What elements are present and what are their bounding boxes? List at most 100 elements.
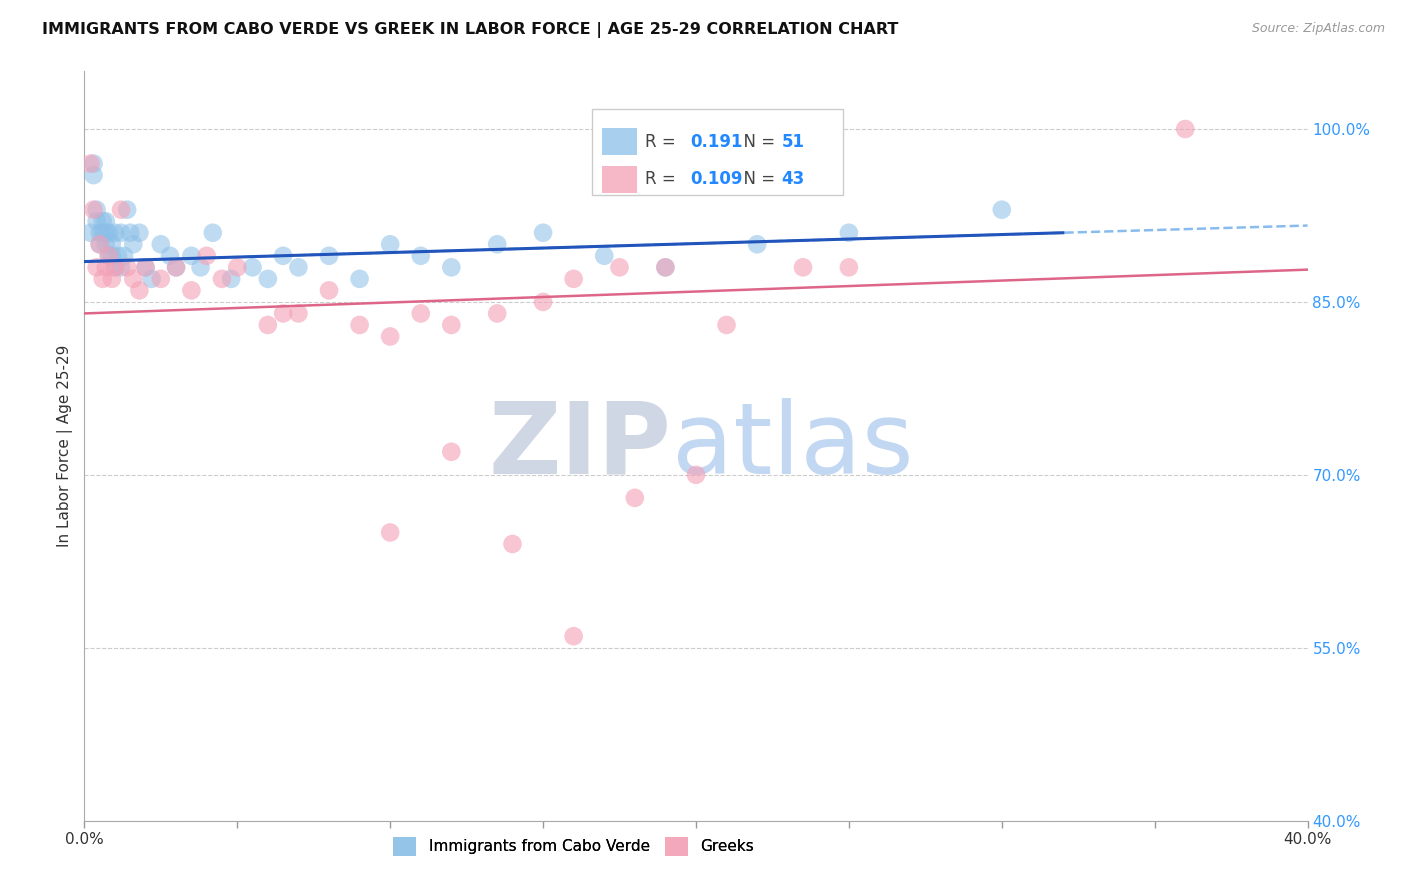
- Text: 0.191: 0.191: [690, 133, 742, 151]
- Point: [349, 272, 371, 286]
- Point: [190, 260, 212, 275]
- Point: [531, 294, 554, 309]
- FancyBboxPatch shape: [602, 166, 637, 194]
- Point: [242, 260, 264, 275]
- Point: [180, 249, 202, 263]
- Point: [159, 249, 181, 263]
- Point: [89, 226, 111, 240]
- Point: [271, 249, 294, 263]
- Point: [562, 272, 585, 286]
- Point: [219, 272, 242, 286]
- Point: [110, 202, 132, 217]
- Point: [107, 249, 129, 263]
- Point: [97, 249, 120, 263]
- Point: [180, 284, 202, 298]
- Point: [201, 226, 224, 240]
- Point: [94, 237, 117, 252]
- Point: [94, 226, 117, 240]
- Point: [89, 237, 111, 252]
- Point: [409, 306, 432, 320]
- Point: [83, 156, 105, 170]
- Point: [79, 226, 101, 240]
- Point: [1174, 122, 1197, 136]
- Point: [79, 156, 101, 170]
- Text: 43: 43: [782, 170, 804, 188]
- Point: [122, 272, 145, 286]
- Point: [101, 249, 124, 263]
- Point: [165, 260, 187, 275]
- Point: [110, 260, 132, 275]
- Point: [271, 306, 294, 320]
- Point: [97, 249, 120, 263]
- Point: [91, 226, 114, 240]
- Point: [991, 202, 1014, 217]
- Point: [110, 226, 132, 240]
- Point: [502, 537, 524, 551]
- Point: [287, 260, 309, 275]
- Point: [562, 629, 585, 643]
- Point: [349, 318, 371, 332]
- Point: [115, 202, 138, 217]
- Point: [440, 318, 463, 332]
- FancyBboxPatch shape: [602, 128, 637, 155]
- FancyBboxPatch shape: [592, 109, 842, 195]
- Point: [94, 214, 117, 228]
- Y-axis label: In Labor Force | Age 25-29: In Labor Force | Age 25-29: [58, 345, 73, 547]
- Point: [83, 202, 105, 217]
- Point: [115, 260, 138, 275]
- Point: [94, 260, 117, 275]
- Point: [747, 237, 769, 252]
- Text: IMMIGRANTS FROM CABO VERDE VS GREEK IN LABOR FORCE | AGE 25-29 CORRELATION CHART: IMMIGRANTS FROM CABO VERDE VS GREEK IN L…: [42, 22, 898, 38]
- Point: [440, 444, 463, 458]
- Point: [122, 237, 145, 252]
- Point: [104, 226, 127, 240]
- Point: [318, 249, 340, 263]
- Point: [380, 525, 402, 540]
- Text: R =: R =: [644, 170, 681, 188]
- Point: [226, 260, 249, 275]
- Point: [141, 272, 163, 286]
- Point: [257, 318, 280, 332]
- Point: [838, 226, 860, 240]
- Point: [792, 260, 814, 275]
- Point: [104, 260, 127, 275]
- Text: R =: R =: [644, 133, 681, 151]
- Point: [112, 249, 135, 263]
- Point: [120, 226, 142, 240]
- Point: [104, 260, 127, 275]
- Point: [654, 260, 676, 275]
- Point: [89, 237, 111, 252]
- Point: [149, 272, 172, 286]
- Point: [91, 214, 114, 228]
- Point: [838, 260, 860, 275]
- Point: [440, 260, 463, 275]
- Text: ZIP: ZIP: [489, 398, 672, 494]
- Point: [128, 226, 150, 240]
- Point: [135, 260, 157, 275]
- Point: [287, 306, 309, 320]
- Point: [101, 272, 124, 286]
- Point: [624, 491, 647, 505]
- Legend: Immigrants from Cabo Verde, Greeks: Immigrants from Cabo Verde, Greeks: [387, 830, 761, 862]
- Point: [195, 249, 218, 263]
- Point: [86, 202, 108, 217]
- Point: [654, 260, 676, 275]
- Point: [609, 260, 631, 275]
- Text: 0.109: 0.109: [690, 170, 742, 188]
- Point: [97, 226, 120, 240]
- Text: N =: N =: [733, 170, 780, 188]
- Point: [257, 272, 280, 286]
- Point: [716, 318, 738, 332]
- Point: [531, 226, 554, 240]
- Point: [318, 284, 340, 298]
- Point: [380, 237, 402, 252]
- Point: [380, 329, 402, 343]
- Point: [86, 260, 108, 275]
- Point: [86, 214, 108, 228]
- Point: [211, 272, 233, 286]
- Text: Source: ZipAtlas.com: Source: ZipAtlas.com: [1251, 22, 1385, 36]
- Point: [486, 237, 509, 252]
- Point: [685, 467, 707, 482]
- Point: [135, 260, 157, 275]
- Point: [593, 249, 616, 263]
